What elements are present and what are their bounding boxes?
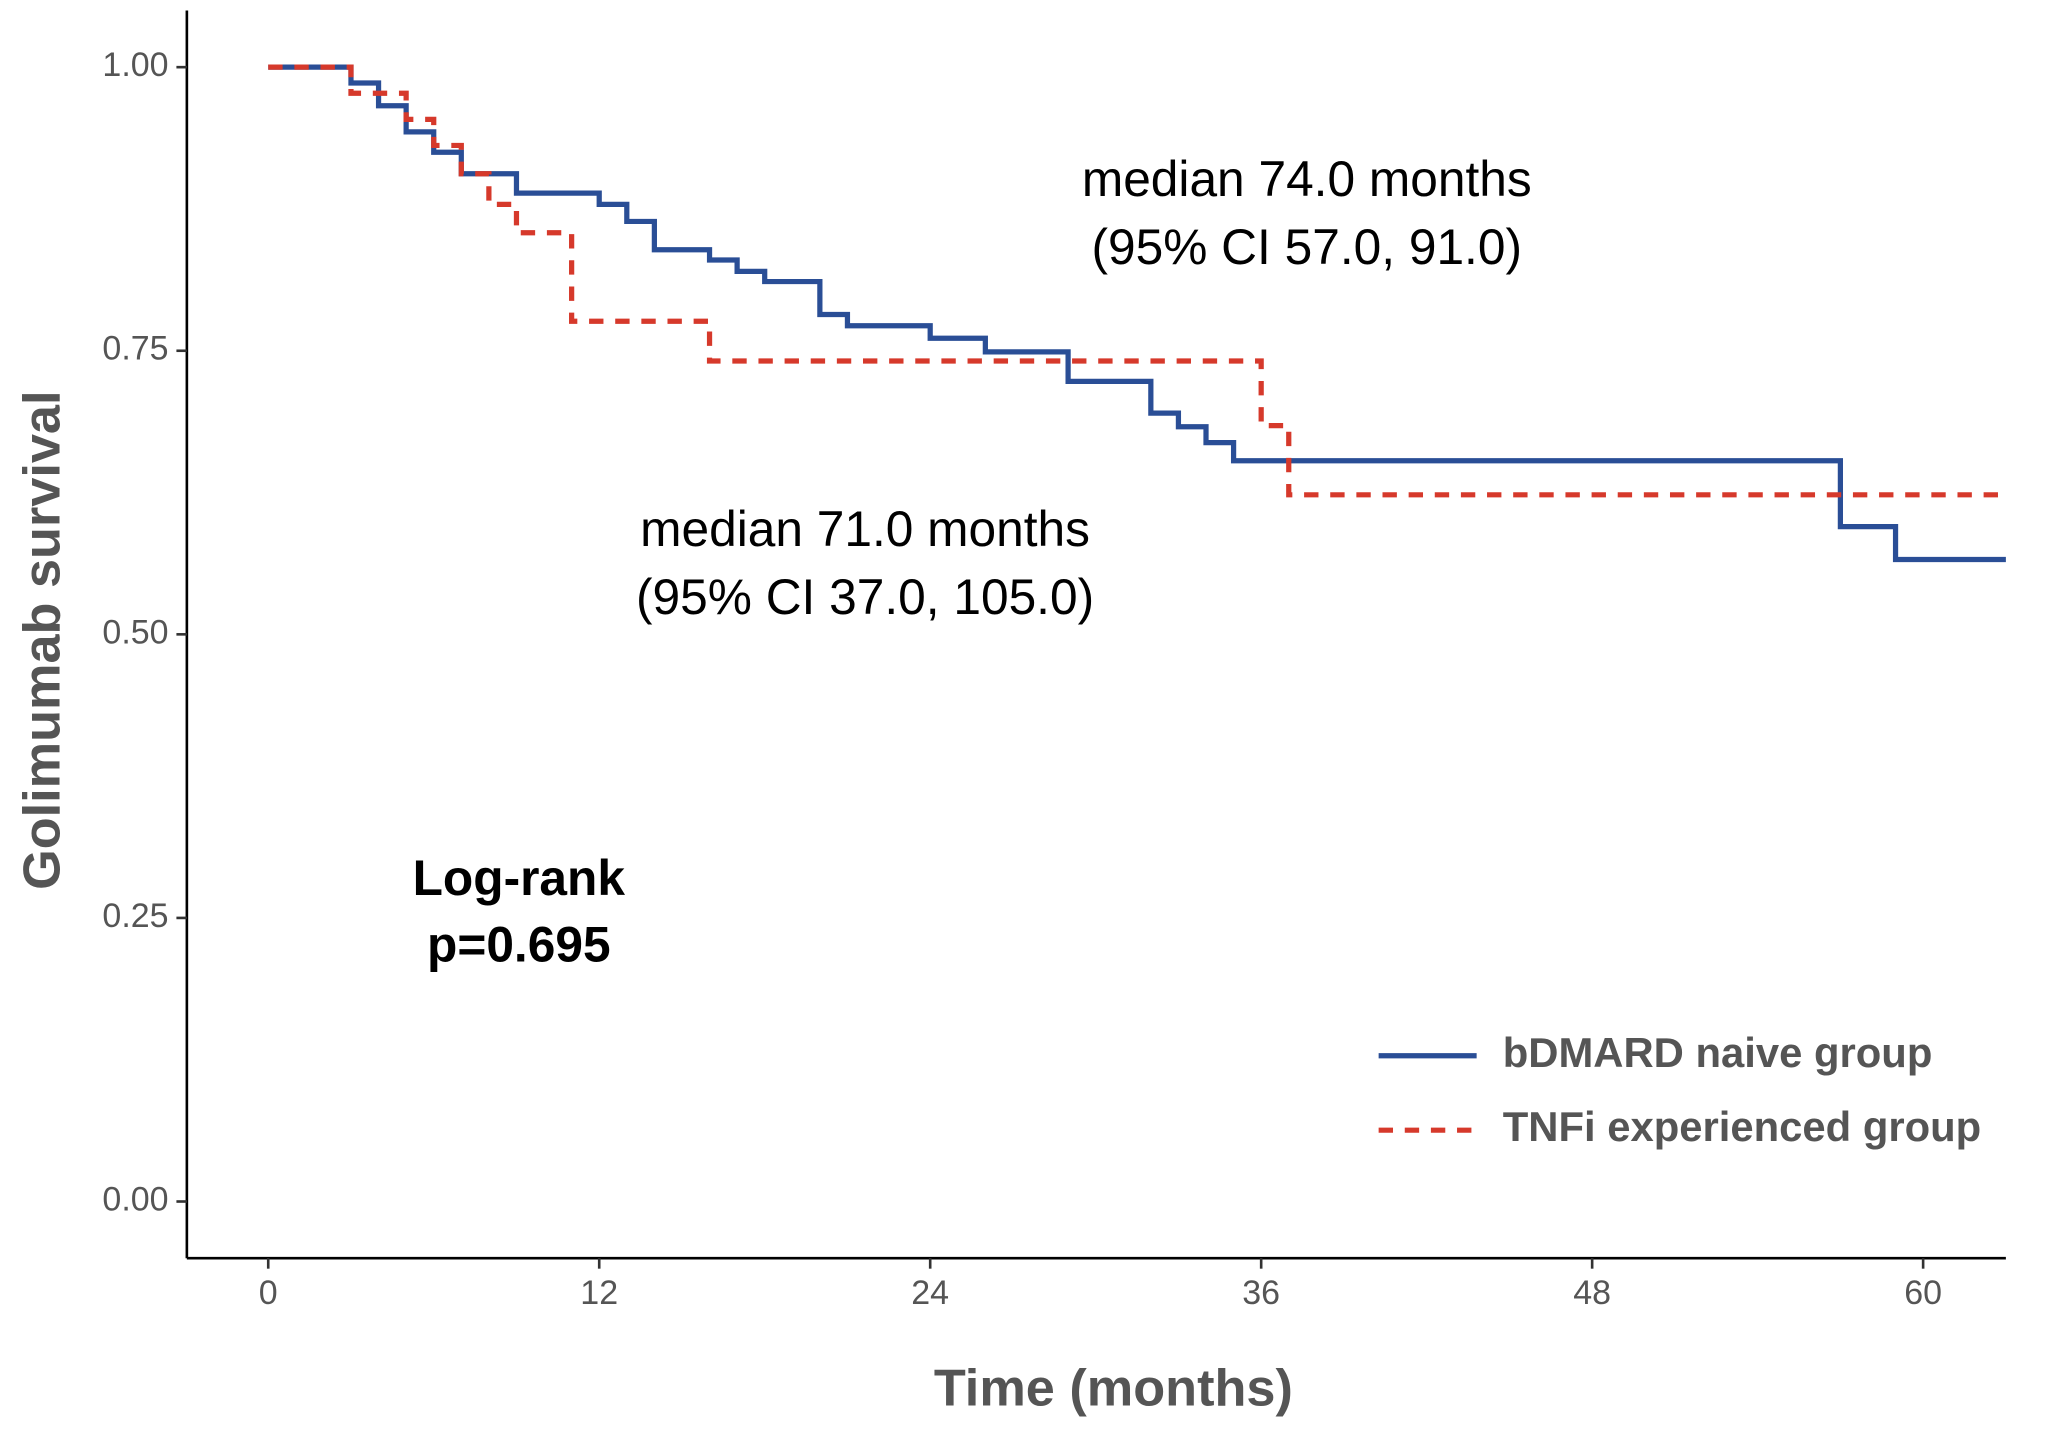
annotation: (95% CI 37.0, 105.0) [636, 569, 1094, 625]
y-tick-label: 0.50 [102, 613, 168, 651]
survival-line [268, 64, 2006, 563]
annotation: median 74.0 months [1082, 151, 1532, 207]
annotation: p=0.695 [427, 917, 611, 973]
legend-label: bDMARD naive group [1503, 1029, 1933, 1076]
x-tick-label: 12 [580, 1274, 618, 1312]
annotation: (95% CI 57.0, 91.0) [1092, 219, 1523, 275]
survival-line [268, 64, 2006, 498]
y-tick-label: 0.25 [102, 897, 168, 935]
y-tick-label: 0.00 [102, 1180, 168, 1218]
x-tick-label: 60 [1904, 1274, 1942, 1312]
annotation: median 71.0 months [640, 501, 1090, 557]
y-tick-label: 1.00 [102, 46, 168, 84]
annotation: Log-rank [413, 850, 626, 906]
x-tick-label: 24 [911, 1274, 949, 1312]
legend-label: TNFi experienced group [1503, 1103, 1981, 1150]
y-axis-title: Golimumab survival [14, 391, 72, 890]
x-tick-label: 0 [259, 1274, 278, 1312]
y-tick-label: 0.75 [102, 330, 168, 368]
x-tick-label: 48 [1573, 1274, 1611, 1312]
x-tick-label: 36 [1242, 1274, 1280, 1312]
x-axis-title: Time (months) [934, 1359, 1293, 1417]
